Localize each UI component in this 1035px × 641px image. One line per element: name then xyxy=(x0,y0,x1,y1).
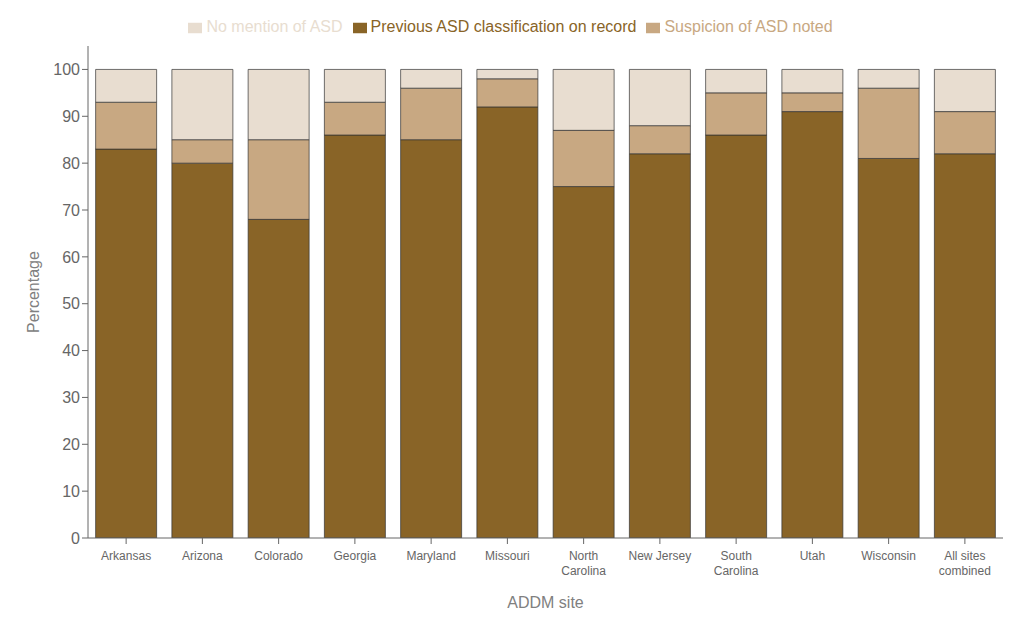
svg-text:50: 50 xyxy=(62,295,80,312)
svg-text:60: 60 xyxy=(62,249,80,266)
svg-text:SouthCarolina: SouthCarolina xyxy=(714,549,759,578)
svg-text:Arizona: Arizona xyxy=(182,549,223,563)
html-text:Suspicion of ASD noted: Suspicion of ASD noted xyxy=(664,18,833,35)
svg-text:ADDM site: ADDM site xyxy=(507,594,584,611)
svg-text:Utah: Utah xyxy=(800,549,825,563)
html-text:Previous ASD classification on: Previous ASD classification on record xyxy=(370,18,637,35)
svg-text:40: 40 xyxy=(62,342,80,359)
svg-text:All sitescombined: All sitescombined xyxy=(939,549,991,578)
svg-text:Wisconsin: Wisconsin xyxy=(861,549,916,563)
svg-text:10: 10 xyxy=(62,483,80,500)
svg-text:30: 30 xyxy=(62,389,80,406)
svg-text:Colorado: Colorado xyxy=(254,549,303,563)
html-text:No mention of ASD: No mention of ASD xyxy=(206,18,343,35)
svg-text:0: 0 xyxy=(71,530,80,547)
svg-text:20: 20 xyxy=(62,436,80,453)
svg-text:Percentage: Percentage xyxy=(25,251,42,333)
svg-text:Arkansas: Arkansas xyxy=(101,549,151,563)
svg-text:80: 80 xyxy=(62,155,80,172)
svg-text:Missouri: Missouri xyxy=(485,549,530,563)
svg-text:Maryland: Maryland xyxy=(406,549,455,563)
svg-text:90: 90 xyxy=(62,108,80,125)
svg-text:70: 70 xyxy=(62,202,80,219)
svg-text:Georgia: Georgia xyxy=(334,549,377,563)
svg-text:NorthCarolina: NorthCarolina xyxy=(561,549,606,578)
svg-text:New Jersey: New Jersey xyxy=(629,549,692,563)
svg-text:100: 100 xyxy=(53,61,80,78)
